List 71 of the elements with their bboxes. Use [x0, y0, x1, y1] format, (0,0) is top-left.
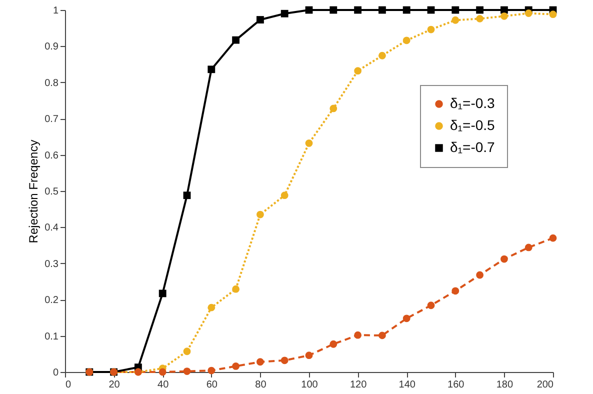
point [158, 290, 166, 298]
y-axis-title: Rejection Freqency [26, 140, 41, 244]
y-tick-label: 0.8 [44, 78, 59, 89]
y-tick-label: 0.9 [44, 42, 59, 53]
point [280, 192, 288, 200]
x-tick-label: 80 [255, 380, 267, 390]
point [330, 104, 338, 112]
point [427, 302, 435, 310]
point [354, 67, 362, 75]
x-tick-label: 60 [206, 380, 218, 390]
point [256, 210, 264, 218]
legend-label: δ₁=-0.5 [450, 117, 496, 133]
point [354, 331, 362, 339]
point [524, 244, 532, 252]
point [232, 362, 240, 370]
point [256, 16, 264, 24]
point [232, 285, 240, 293]
point [378, 6, 386, 14]
x-tick-label: 40 [158, 380, 170, 390]
point [500, 255, 508, 263]
point [476, 14, 484, 22]
point [208, 366, 216, 374]
point [549, 234, 557, 242]
point [402, 6, 410, 14]
point [452, 16, 460, 24]
point [183, 368, 191, 375]
x-tick-label: 200 [536, 380, 554, 390]
y-tick-label: 0.7 [44, 114, 59, 126]
point [256, 358, 264, 366]
point [280, 356, 288, 364]
point [378, 52, 386, 60]
point [330, 6, 338, 14]
point [452, 6, 460, 14]
point [378, 332, 386, 340]
x-tick-label: 120 [350, 380, 368, 390]
y-tick-label: 0 [52, 368, 59, 378]
point [402, 36, 410, 44]
point [549, 10, 557, 18]
x-tick-label: 20 [108, 380, 120, 390]
point [183, 348, 191, 356]
point [158, 368, 166, 376]
y-tick-label: 1 [52, 6, 59, 16]
point [305, 140, 313, 147]
x-tick-label: 0 [66, 380, 72, 390]
y-tick-label: 0.1 [44, 331, 59, 342]
point [208, 66, 216, 74]
legend-label: δ₁=-0.3 [450, 95, 496, 111]
x-tick-label: 160 [448, 380, 465, 390]
point [305, 352, 313, 360]
y-tick-label: 0.5 [44, 186, 59, 198]
point [354, 6, 362, 14]
point [452, 287, 460, 295]
point [232, 36, 240, 44]
x-tick-label: 100 [301, 380, 318, 390]
point [183, 192, 191, 200]
point [427, 26, 435, 34]
point [476, 6, 484, 14]
legend-label: δ₁=-0.7 [450, 139, 496, 155]
point [524, 10, 532, 17]
y-tick-label: 0.3 [44, 258, 59, 270]
point [402, 314, 410, 322]
x-tick-label: 140 [398, 380, 416, 390]
y-tick-label: 0.6 [44, 150, 59, 162]
y-tick-label: 0.4 [44, 222, 59, 234]
point [208, 304, 216, 312]
point [330, 340, 338, 348]
x-tick-label: 180 [496, 380, 514, 390]
point [500, 12, 508, 20]
point [476, 271, 484, 279]
y-tick-label: 0.2 [44, 295, 59, 306]
point [280, 10, 288, 18]
